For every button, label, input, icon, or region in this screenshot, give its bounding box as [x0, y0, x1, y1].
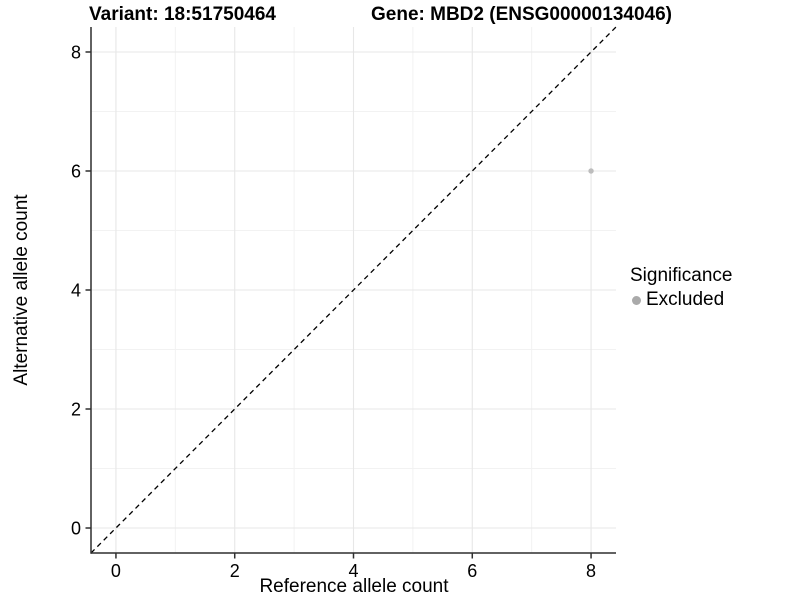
legend: Significance Excluded: [630, 265, 732, 311]
x-tick-label: 4: [348, 561, 358, 581]
legend-point-icon: [632, 295, 641, 305]
plot-title-variant: Variant: 18:51750464: [89, 4, 276, 25]
legend-entry-label: Excluded: [646, 289, 725, 310]
x-axis-title: Reference allele count: [259, 576, 449, 597]
y-tick-label: 6: [71, 161, 81, 181]
identity-dashed-line: [90, 26, 617, 554]
x-tick-label: 6: [467, 561, 477, 581]
plot-title-gene: Gene: MBD2 (ENSG00000134046): [371, 4, 672, 25]
y-axis-title: Alternative allele count: [11, 194, 32, 386]
legend-entry-excluded: Excluded: [632, 289, 732, 311]
y-tick-label: 2: [71, 400, 81, 420]
x-tick-label: 8: [586, 561, 596, 581]
y-tick-label: 0: [71, 519, 81, 539]
data-point: [588, 168, 594, 174]
y-tick-label: 8: [71, 42, 81, 62]
legend-title: Significance: [630, 265, 733, 286]
y-tick-label: 4: [71, 281, 81, 301]
x-tick-label: 0: [111, 561, 121, 581]
x-tick-label: 2: [230, 561, 240, 581]
